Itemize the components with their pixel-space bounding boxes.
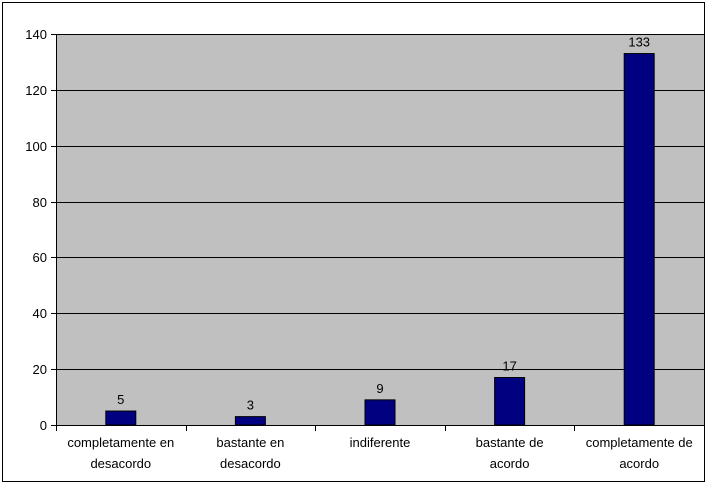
bars	[105, 53, 655, 426]
data-label: 5	[117, 392, 124, 407]
bar	[623, 53, 655, 426]
x-tick-label: indiferente	[350, 435, 411, 450]
bar	[494, 377, 526, 426]
bar	[105, 410, 137, 426]
y-tick-label: 0	[40, 418, 47, 433]
bar	[234, 416, 266, 426]
x-tick-label-line: indiferente	[350, 435, 411, 450]
y-tick-label: 120	[25, 83, 47, 98]
y-tick-label: 140	[25, 27, 47, 42]
x-tick-label: completamente de acordo	[586, 435, 693, 471]
y-axis-ticks: 0 20 40 60 80 100 120 140	[25, 27, 56, 433]
y-tick-label: 100	[25, 139, 47, 154]
gridlines	[56, 34, 704, 370]
plot-area	[56, 34, 704, 425]
y-tick-label: 60	[33, 250, 47, 265]
x-tick-label-line: acordo	[619, 456, 659, 471]
bar	[364, 399, 396, 426]
y-tick-label: 80	[33, 195, 47, 210]
x-tick-label-line: acordo	[490, 456, 530, 471]
data-labels: 5 3 9 17 133	[117, 35, 650, 413]
y-tick-label: 40	[33, 306, 47, 321]
x-tick-label: bastante en desacordo	[216, 435, 284, 471]
x-axis-ticks: completamente en desacordo bastante en desa…	[56, 425, 705, 471]
x-tick-label: bastante de acordo	[476, 435, 544, 471]
data-label: 17	[502, 359, 516, 374]
x-tick-label-line: bastante de	[476, 435, 544, 450]
x-tick-label-line: desacordo	[220, 456, 281, 471]
x-tick-label-line: bastante en	[216, 435, 284, 450]
y-tick-label: 20	[33, 362, 47, 377]
data-label: 3	[247, 398, 254, 413]
x-tick-label-line: completamente de	[586, 435, 693, 450]
axes	[56, 34, 704, 426]
x-tick-label-line: desacordo	[90, 456, 151, 471]
data-label: 9	[376, 381, 383, 396]
data-label: 133	[628, 35, 650, 50]
x-tick-label-line: completamente en	[67, 435, 174, 450]
x-tick-label: completamente en desacordo	[67, 435, 174, 471]
